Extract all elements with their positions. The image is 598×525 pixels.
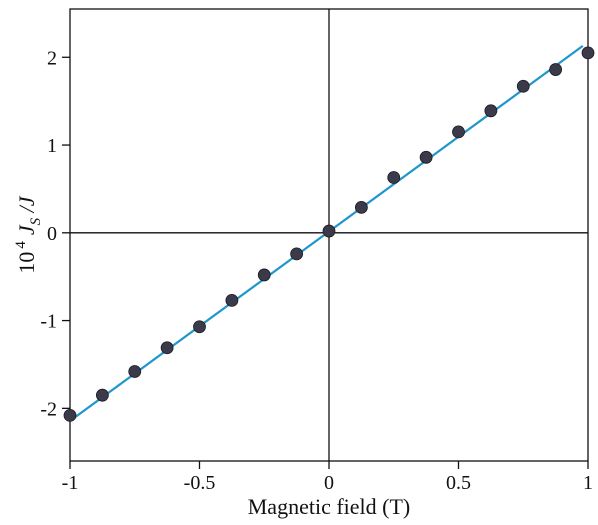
x-tick-label: 0.5	[446, 472, 471, 494]
data-point	[95, 388, 109, 402]
x-tick-label: -0.5	[184, 472, 216, 494]
data-point	[354, 200, 368, 214]
y-tick-label: -2	[40, 398, 57, 420]
data-point	[193, 320, 206, 334]
data-point	[387, 171, 401, 184]
data-point	[225, 293, 239, 307]
data-point	[290, 247, 304, 261]
data-point	[581, 46, 595, 60]
y-axis-title-symbol: J	[14, 224, 39, 235]
data-point	[257, 268, 271, 282]
data-point	[516, 79, 530, 93]
x-tick-label: 1	[583, 472, 593, 494]
y-axis-title-prefix: 10	[14, 252, 39, 274]
y-tick-label: 1	[47, 135, 57, 157]
data-point	[484, 104, 498, 118]
data-point	[128, 365, 142, 378]
x-axis-title: Magnetic field (T)	[248, 494, 411, 519]
y-tick-label: 2	[47, 47, 57, 69]
data-point	[63, 408, 77, 422]
y-axis-title-subscript: S	[28, 217, 44, 225]
y-tick-label: -1	[40, 311, 57, 333]
y-axis-title: 10 4 JS /J	[13, 195, 44, 273]
data-point	[419, 150, 433, 164]
y-tick-label: 0	[47, 223, 57, 245]
x-tick-label: 0	[324, 472, 334, 494]
data-point	[322, 224, 336, 238]
data-point	[549, 63, 563, 76]
axis-ticks: -1 -0.5 0 0.5 1 -2 -1 0 1 2	[40, 47, 593, 494]
data-point	[452, 125, 465, 139]
y-axis-title-suffix: /J	[14, 195, 39, 218]
x-tick-label: -1	[62, 472, 79, 494]
y-axis-title-exponent: 4	[13, 241, 29, 249]
data-points	[63, 46, 595, 422]
data-point	[160, 341, 174, 355]
